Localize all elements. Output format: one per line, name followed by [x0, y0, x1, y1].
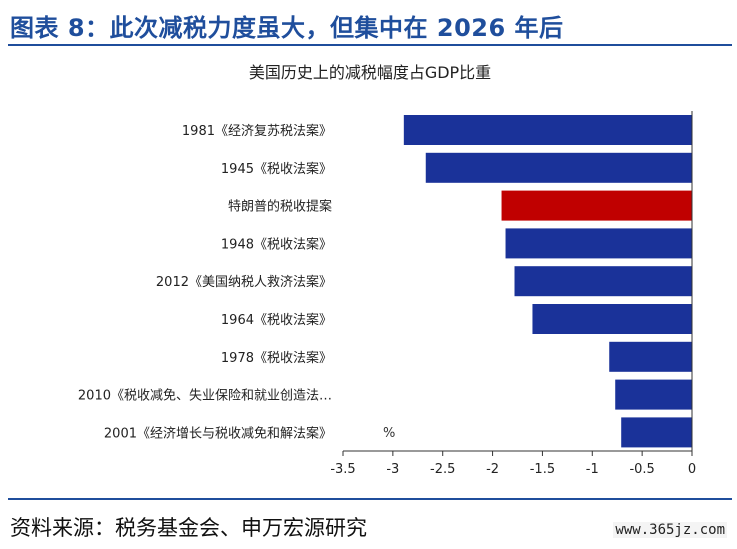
bar-5 [532, 304, 692, 334]
top-divider [8, 44, 732, 46]
bar-3 [505, 228, 692, 259]
category-label-0: 1981《经济复苏税法案》 [182, 123, 332, 139]
x-tick-label-5: -1 [586, 462, 599, 477]
bar-0 [403, 115, 692, 145]
category-label-4: 2012《美国纳税人救济法案》 [156, 274, 332, 290]
category-label-3: 1948《税收法案》 [221, 237, 332, 252]
x-tick-label-0: -3.5 [330, 462, 355, 477]
category-label-6: 1978《税收法案》 [221, 351, 332, 366]
bar-6 [609, 341, 692, 372]
bar-4 [514, 266, 692, 297]
x-tick-label-4: -1.5 [530, 462, 555, 477]
bar-1 [425, 152, 692, 183]
figure-title: 图表 8：此次减税力度虽大，但集中在 2026 年后 [10, 14, 564, 42]
bottom-divider [8, 498, 732, 500]
unit-label: % [383, 426, 395, 441]
bar-7 [615, 379, 692, 410]
category-label-7: 2010《税收减免、失业保险和就业创造法… [78, 389, 332, 404]
category-label-2: 特朗普的税收提案 [228, 199, 332, 215]
x-tick-label-1: -3 [386, 462, 399, 477]
bar-chart: 美国历史上的减税幅度占GDP比重 1981《经济复苏税法案》 1945《税收法案》… [78, 63, 696, 477]
x-tick-label-3: -2 [486, 462, 499, 477]
bar-8 [621, 417, 692, 448]
x-tick-label-7: 0 [688, 462, 696, 477]
watermark: www.365jz.com [613, 522, 727, 538]
category-label-8: 2001《经济增长与税收减免和解法案》 [104, 426, 332, 441]
x-tick-label-2: -2.5 [430, 462, 455, 477]
bar-2 [501, 190, 692, 221]
category-label-1: 1945《税收法案》 [221, 162, 332, 177]
chart-title: 美国历史上的减税幅度占GDP比重 [249, 63, 491, 82]
category-label-5: 1964《税收法案》 [221, 313, 332, 328]
x-tick-label-6: -0.5 [629, 462, 654, 477]
source-note: 资料来源：税务基金会、申万宏源研究 [10, 516, 367, 540]
